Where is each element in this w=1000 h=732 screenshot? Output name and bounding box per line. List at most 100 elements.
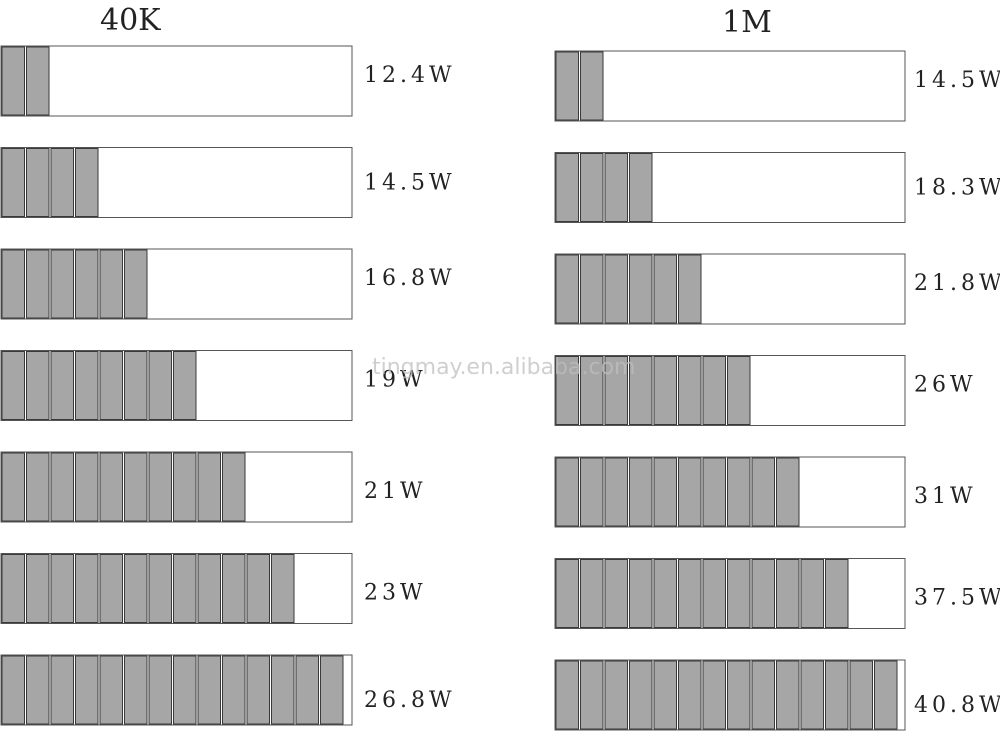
lit-segment: [629, 254, 653, 324]
power-row: 19W: [0, 350, 423, 421]
lit-segment: [320, 655, 344, 725]
power-row: 14.5W: [0, 147, 452, 218]
lit-segment: [1, 46, 25, 116]
lit-segment: [50, 655, 74, 725]
lit-segment: [727, 660, 751, 730]
watermark-text: tingmay.en.alibaba.com: [372, 355, 635, 380]
lit-segment: [1, 554, 25, 623]
lit-segment: [222, 655, 246, 725]
lit-segment: [26, 452, 50, 522]
lit-segment: [1, 351, 25, 420]
wattage-label: 21.8W: [914, 271, 1000, 296]
lit-segment: [604, 153, 628, 222]
lit-segment: [702, 457, 726, 527]
power-row: 23W: [0, 553, 427, 624]
lit-segment: [99, 249, 123, 319]
lit-segment: [604, 559, 628, 628]
lit-segment: [173, 351, 197, 420]
group-title-40k: 40K: [100, 3, 161, 38]
lit-segment: [50, 554, 74, 623]
lit-segment: [148, 452, 172, 522]
lit-segment: [26, 655, 50, 725]
lit-segment: [173, 655, 197, 725]
lit-segment: [75, 452, 99, 522]
lit-segment: [678, 660, 702, 730]
lit-segment: [727, 457, 751, 527]
lit-segment: [222, 452, 246, 522]
lit-segment: [678, 457, 702, 527]
lit-segment: [555, 254, 579, 324]
wattage-label: 16.8W: [364, 266, 456, 291]
power-row: 26.8W: [0, 654, 456, 726]
lit-segment: [99, 655, 123, 725]
lit-segment: [776, 559, 800, 628]
lit-segment: [849, 660, 873, 730]
lit-segment: [751, 457, 775, 527]
lit-segment: [555, 51, 579, 121]
lit-segment: [197, 554, 221, 623]
wattage-label: 26W: [914, 373, 977, 398]
power-row: 21W: [0, 451, 427, 523]
lit-segment: [776, 660, 800, 730]
lit-segment: [555, 559, 579, 628]
lit-segment: [50, 249, 74, 319]
power-row: 31W: [554, 456, 977, 528]
lit-segment: [246, 554, 270, 623]
lit-segment: [50, 148, 74, 217]
lit-segment: [580, 153, 604, 222]
group-title-1m: 1M: [722, 5, 772, 40]
lit-segment: [678, 356, 702, 425]
lit-segment: [271, 655, 295, 725]
lit-segment: [629, 153, 653, 222]
lit-segment: [124, 554, 148, 623]
power-row: 14.5W: [554, 50, 1000, 122]
lit-segment: [148, 554, 172, 623]
lit-segment: [800, 559, 824, 628]
lit-segment: [295, 655, 319, 725]
lit-segment: [678, 254, 702, 324]
wattage-label: 37.5W: [914, 586, 1000, 611]
lit-segment: [751, 660, 775, 730]
power-row: 40.8W: [554, 659, 1000, 731]
lit-segment: [555, 153, 579, 222]
bar-outline: [0, 45, 353, 117]
lit-segment: [653, 559, 677, 628]
lit-segment: [99, 452, 123, 522]
lit-segment: [629, 559, 653, 628]
wattage-label: 40.8W: [914, 693, 1000, 718]
wattage-label: 23W: [364, 581, 427, 606]
lit-segment: [555, 356, 579, 425]
lit-segment: [1, 249, 25, 319]
lit-segment: [555, 457, 579, 527]
lit-segment: [727, 559, 751, 628]
lit-segment: [75, 351, 99, 420]
lit-segment: [629, 356, 653, 425]
wattage-label: 31W: [914, 484, 977, 509]
wattage-label: 26.8W: [364, 688, 456, 713]
lit-segment: [629, 660, 653, 730]
lit-segment: [222, 554, 246, 623]
wattage-label: 12.4W: [364, 63, 456, 88]
power-row: 21.8W: [554, 253, 1000, 325]
lit-segment: [148, 351, 172, 420]
lit-segment: [99, 554, 123, 623]
lit-segment: [246, 655, 270, 725]
lit-segment: [75, 148, 99, 217]
lit-segment: [825, 559, 849, 628]
lit-segment: [580, 559, 604, 628]
wattage-label: 18.3W: [914, 176, 1000, 201]
lit-segment: [727, 356, 751, 425]
lit-segment: [26, 46, 50, 116]
lit-segment: [197, 655, 221, 725]
wattage-label: 21W: [364, 479, 427, 504]
lit-segment: [604, 356, 628, 425]
lit-segment: [26, 249, 50, 319]
lit-segment: [874, 660, 898, 730]
lit-segment: [580, 457, 604, 527]
lit-segment: [1, 452, 25, 522]
lit-segment: [702, 559, 726, 628]
lit-segment: [580, 254, 604, 324]
lit-segment: [776, 457, 800, 527]
lit-segment: [580, 356, 604, 425]
